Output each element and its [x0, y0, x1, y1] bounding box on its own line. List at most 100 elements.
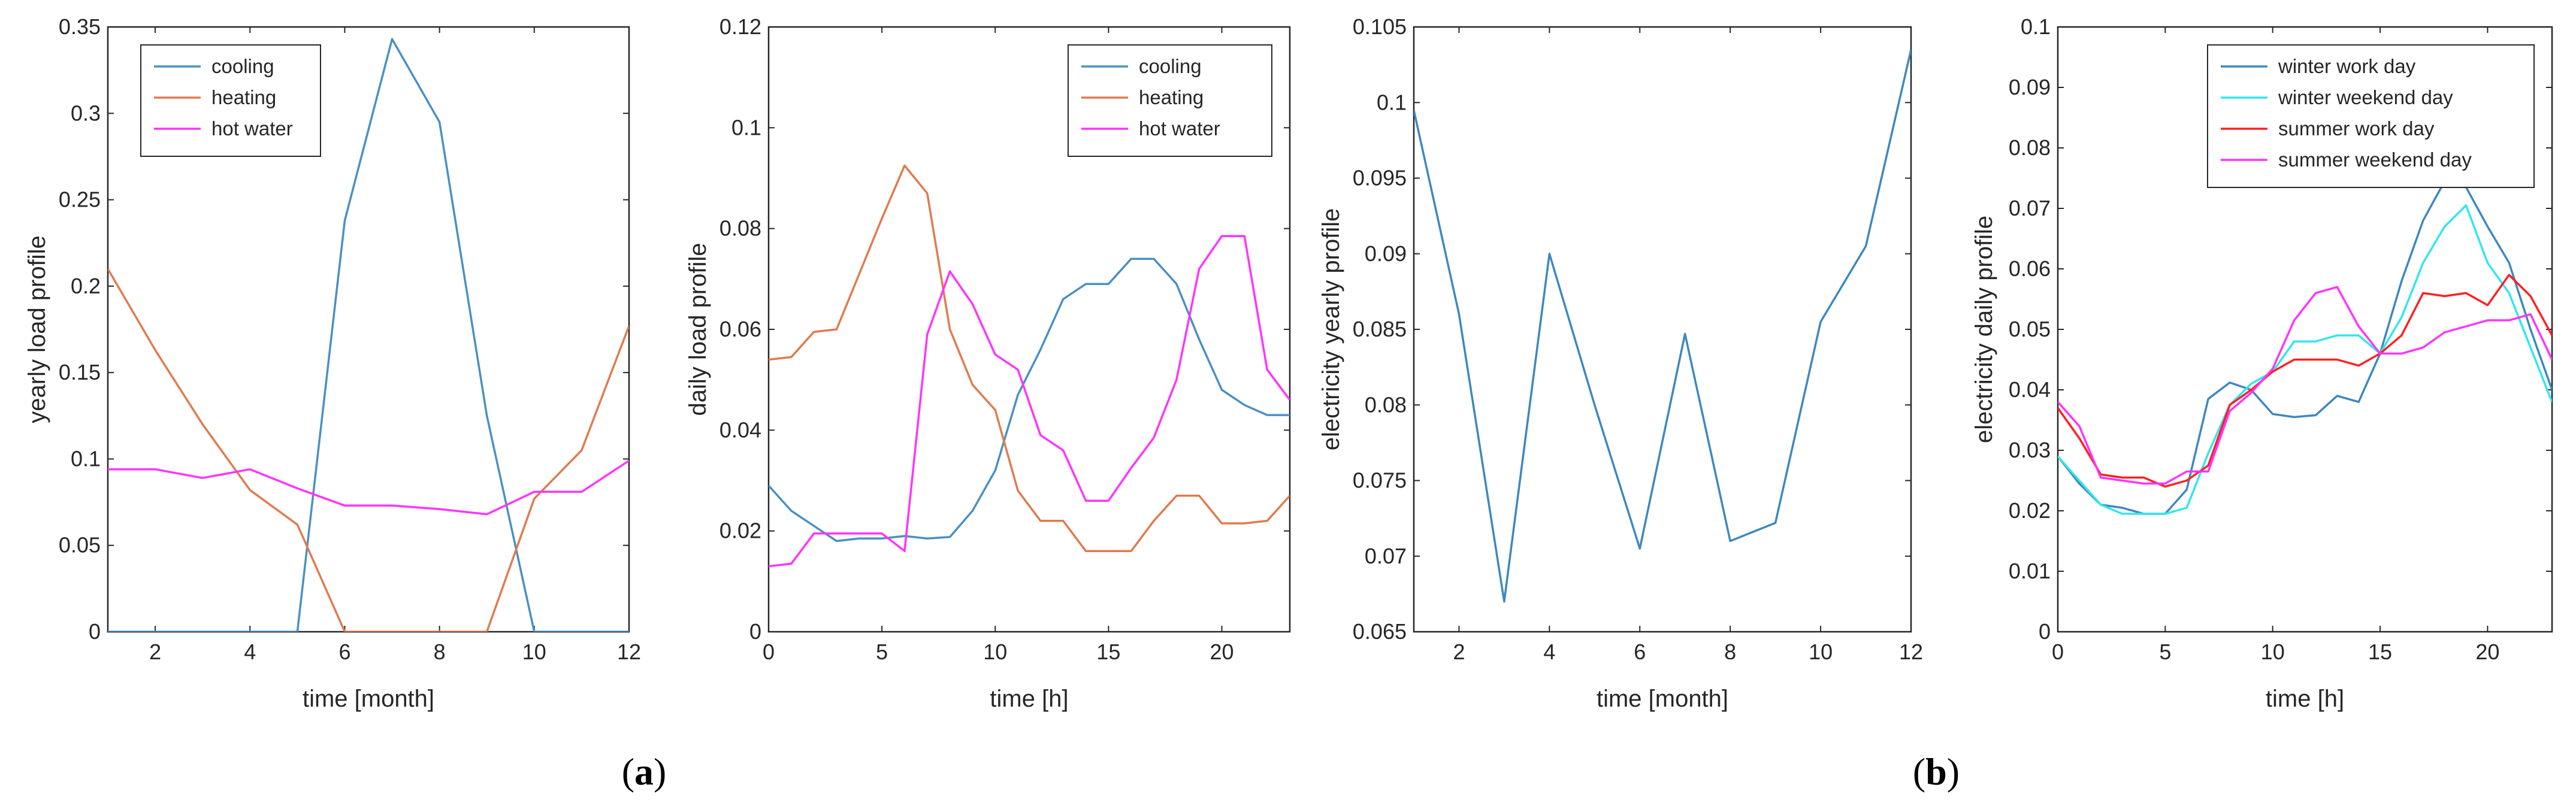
- daily-load-legend-box: [1068, 44, 1272, 157]
- daily-load-xlabel: time [h]: [990, 686, 1068, 712]
- electricity-yearly-xtick-label: 12: [1899, 640, 1923, 664]
- daily-load-ylabel: daily load profile: [685, 243, 711, 416]
- daily-load-ytick-label: 0.08: [719, 216, 761, 241]
- yearly-load-ytick-label: 0.35: [59, 14, 101, 39]
- electricity-daily-series-summer-work-day: [2058, 274, 2552, 488]
- daily-load-ytick-label: 0: [749, 619, 761, 644]
- electricity-daily-xtick-label: 0: [2052, 640, 2064, 664]
- electricity-yearly-ytick-label: 0.105: [1353, 14, 1407, 39]
- yearly-load-ytick-label: 0.25: [59, 187, 101, 212]
- electricity-daily-xtick-label: 15: [2368, 640, 2392, 664]
- yearly-load-legend-entry: hot water: [211, 117, 293, 140]
- daily-load-ytick-label: 0.04: [719, 417, 761, 442]
- daily-load-xtick-label: 10: [983, 640, 1007, 664]
- yearly-load-ylabel: yearly load profile: [24, 235, 50, 423]
- electricity-yearly-axes-box: [1413, 26, 1912, 633]
- daily-load-legend: cooling heating hot water: [1068, 44, 1272, 157]
- electricity-yearly-xtick-label: 4: [1543, 640, 1555, 664]
- panel-label-b-letter: b: [1925, 750, 1947, 793]
- chart-electricity-yearly-profile: 2 4 6 8 10 12 0.065 0.07 0.075 0.08 0.085 0.09 0.095…: [1318, 14, 1923, 712]
- yearly-load-ytick-label: 0.2: [71, 274, 101, 298]
- yearly-load-legend: cooling heating hot water: [140, 44, 321, 157]
- daily-load-xtick-label: 5: [876, 640, 888, 664]
- electricity-daily-series-summer-weekend-day: [2058, 286, 2552, 485]
- electricity-yearly-series-electricity: [1414, 49, 1911, 603]
- electricity-daily-ytick-label: 0.01: [2009, 559, 2051, 583]
- electricity-yearly-xtick-label: 8: [1724, 640, 1736, 664]
- electricity-yearly-ytick-label: 0.07: [1365, 544, 1407, 568]
- daily-load-xtick-label: 20: [1210, 640, 1233, 664]
- panel-label-a-letter: a: [634, 750, 654, 793]
- daily-load-ytick-label: 0.02: [719, 519, 761, 543]
- yearly-load-xtick-label: 8: [434, 640, 446, 664]
- yearly-load-xtick-label: 6: [338, 640, 350, 664]
- electricity-daily-ytick-label: 0.1: [2021, 14, 2051, 39]
- daily-load-series-cooling: [769, 257, 1290, 543]
- electricity-yearly-xlabel: time [month]: [1597, 686, 1728, 712]
- electricity-daily-ytick-label: 0.04: [2009, 377, 2051, 402]
- electricity-daily-ytick-label: 0.03: [2009, 438, 2051, 462]
- electricity-daily-ytick-label: 0.07: [2009, 196, 2051, 220]
- yearly-load-ytick-label: 0.1: [71, 446, 101, 471]
- electricity-daily-legend: winter work day winter weekend day summer …: [2207, 44, 2535, 188]
- electricity-daily-legend-entry: winter work day: [2278, 55, 2416, 77]
- yearly-load-series-hot-water: [108, 459, 629, 516]
- yearly-load-xtick-label: 10: [522, 640, 546, 664]
- yearly-load-ytick-label: 0.3: [71, 101, 101, 125]
- electricity-yearly-xtick-label: 10: [1809, 640, 1833, 664]
- yearly-load-legend-entry: heating: [211, 86, 276, 108]
- daily-load-xtick-label: 0: [763, 640, 775, 664]
- yearly-load-series-heating: [108, 268, 629, 632]
- electricity-yearly-ytick-label: 0.09: [1365, 241, 1407, 266]
- chart-daily-load-profile: 0 5 10 15 20 0 0.02 0.04 0.06 0.08 0.1 0.12 time [h]…: [685, 14, 1291, 712]
- daily-load-ytick-label: 0.1: [731, 115, 761, 140]
- daily-load-legend-entry: hot water: [1139, 117, 1220, 140]
- daily-load-ytick-label: 0.12: [719, 14, 761, 39]
- electricity-daily-xtick-label: 10: [2261, 640, 2285, 664]
- chart-yearly-load-profile: 2 4 6 8 10 12 0 0.05 0.1 0.15 0.2 0.25 0.3 0.35 time […: [24, 14, 641, 712]
- electricity-daily-legend-box: [2207, 44, 2535, 188]
- yearly-load-legend-box: [140, 44, 321, 157]
- electricity-yearly-ytick-label: 0.08: [1365, 392, 1407, 417]
- electricity-daily-ytick-label: 0.09: [2009, 75, 2051, 99]
- electricity-daily-xlabel: time [h]: [2266, 686, 2344, 712]
- electricity-daily-xtick-label: 20: [2475, 640, 2499, 664]
- electricity-yearly-ytick-label: 0.085: [1353, 317, 1407, 341]
- electricity-yearly-ytick-label: 0.075: [1353, 468, 1407, 493]
- chart-electricity-daily-profile: 0 5 10 15 20 0 0.01 0.02 0.03 0.04 0.05 0.06 0.07 0.0…: [1971, 14, 2553, 712]
- daily-load-series-hot-water: [769, 235, 1290, 568]
- yearly-load-ytick-label: 0.15: [59, 360, 101, 384]
- yearly-load-xtick-label: 2: [149, 640, 161, 664]
- electricity-daily-ytick-label: 0.08: [2009, 135, 2051, 160]
- electricity-yearly-xtick-label: 6: [1634, 640, 1646, 664]
- yearly-load-ytick-label: 0: [89, 619, 101, 644]
- electricity-daily-ytick-label: 0.02: [2009, 498, 2051, 523]
- yearly-load-series-cooling: [108, 38, 629, 632]
- electricity-daily-series-winter-weekend-day: [2058, 204, 2552, 515]
- electricity-daily-ytick-label: 0.06: [2009, 256, 2051, 281]
- yearly-load-legend-entry: cooling: [211, 55, 274, 77]
- yearly-load-xtick-label: 4: [244, 640, 256, 664]
- yearly-load-xtick-label: 12: [617, 640, 641, 664]
- electricity-yearly-xtick-label: 2: [1453, 640, 1465, 664]
- electricity-daily-legend-entry: summer weekend day: [2278, 149, 2472, 171]
- electricity-yearly-ytick-label: 0.1: [1377, 90, 1407, 114]
- daily-load-legend-entry: cooling: [1139, 55, 1202, 77]
- electricity-daily-ytick-label: 0: [2039, 619, 2051, 644]
- panel-label-a: (a): [622, 750, 667, 793]
- electricity-daily-legend-entry: winter weekend day: [2278, 86, 2453, 108]
- panel-label-b: (b): [1913, 750, 1960, 793]
- yearly-load-ytick-label: 0.05: [59, 533, 101, 558]
- yearly-load-xlabel: time [month]: [303, 686, 434, 712]
- electricity-daily-ylabel: electricity daily profile: [1971, 216, 1997, 443]
- daily-load-legend-entry: heating: [1139, 86, 1204, 108]
- electricity-daily-legend-entry: summer work day: [2278, 117, 2435, 140]
- daily-load-xtick-label: 15: [1096, 640, 1120, 664]
- daily-load-ytick-label: 0.06: [719, 317, 761, 341]
- electricity-daily-ytick-label: 0.05: [2009, 317, 2051, 341]
- electricity-daily-series-winter-work-day: [2058, 180, 2552, 515]
- electricity-yearly-ytick-label: 0.065: [1353, 619, 1407, 644]
- daily-load-series-heating: [769, 164, 1290, 553]
- electricity-yearly-ytick-label: 0.095: [1353, 166, 1407, 190]
